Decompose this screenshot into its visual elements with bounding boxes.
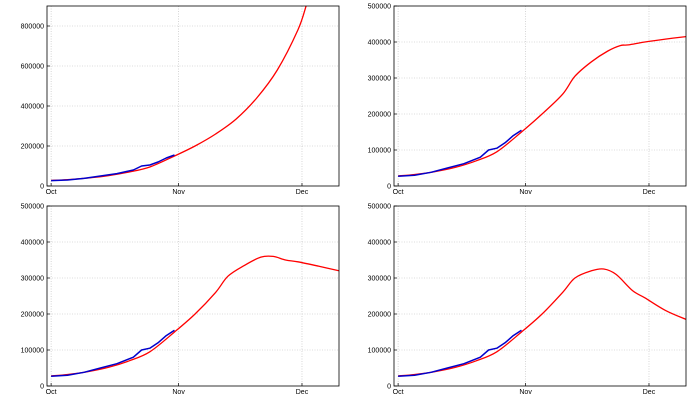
- y-tick-label: 200000: [368, 312, 391, 319]
- y-tick-label: 300000: [368, 276, 391, 283]
- model-series-line: [51, 6, 307, 182]
- x-tick-label: Dec: [296, 389, 309, 396]
- observed-series-line: [51, 154, 175, 182]
- y-tick-label: 0: [40, 184, 44, 191]
- y-tick-label: 500000: [21, 204, 44, 211]
- y-tick-label: 400000: [368, 40, 391, 47]
- plot-frame: [46, 5, 340, 187]
- y-tick-label: 100000: [368, 348, 391, 355]
- y-tick-label: 500000: [368, 4, 391, 11]
- y-tick-label: 500000: [368, 204, 391, 211]
- y-tick-label: 0: [40, 384, 44, 391]
- y-tick-label: 600000: [21, 64, 44, 71]
- model-series-line: [398, 35, 686, 177]
- y-tick-label: 0: [387, 384, 391, 391]
- y-tick-label: 300000: [368, 76, 391, 83]
- chart-panel-top-left: 0 200000 400000 600000 800000 Oct Nov Dec: [21, 5, 340, 196]
- chart-panel-bottom-right: 0 100000 200000 300000 400000 500000 Oct Nov Dec: [368, 204, 687, 396]
- y-tick-label: 400000: [21, 104, 44, 111]
- y-tick-label: 200000: [368, 112, 391, 119]
- chart-panel-top-right: 0 100000 200000 300000 400000 500000 Oct Nov Dec: [368, 4, 687, 196]
- x-tick-label: Nov: [519, 389, 532, 396]
- model-series-line: [398, 268, 686, 377]
- x-tick-label: Oct: [46, 189, 57, 196]
- y-tick-label: 800000: [21, 24, 44, 31]
- observed-series-line: [51, 329, 175, 378]
- y-tick-label: 200000: [21, 144, 44, 151]
- x-tick-label: Oct: [393, 389, 404, 396]
- y-tick-label: 400000: [368, 240, 391, 247]
- plot-frame: [393, 205, 687, 387]
- x-tick-label: Dec: [296, 189, 309, 196]
- x-tick-label: Oct: [46, 389, 57, 396]
- x-tick-label: Oct: [393, 189, 404, 196]
- y-tick-label: 100000: [368, 148, 391, 155]
- x-tick-label: Dec: [643, 389, 656, 396]
- observed-series-line: [398, 129, 522, 178]
- y-tick-label: 400000: [21, 240, 44, 247]
- model-series-line: [51, 255, 339, 377]
- x-tick-label: Nov: [519, 189, 532, 196]
- x-tick-label: Dec: [643, 189, 656, 196]
- x-tick-label: Nov: [172, 189, 185, 196]
- plot-frame: [46, 205, 340, 387]
- y-tick-label: 200000: [21, 312, 44, 319]
- plot-frame: [393, 5, 687, 187]
- x-tick-label: Nov: [172, 389, 185, 396]
- chart-panel-bottom-left: 0 100000 200000 300000 400000 500000 Oct Nov Dec: [21, 204, 340, 396]
- y-tick-label: 100000: [21, 348, 44, 355]
- y-tick-label: 300000: [21, 276, 44, 283]
- y-tick-label: 0: [387, 184, 391, 191]
- observed-series-line: [398, 329, 522, 378]
